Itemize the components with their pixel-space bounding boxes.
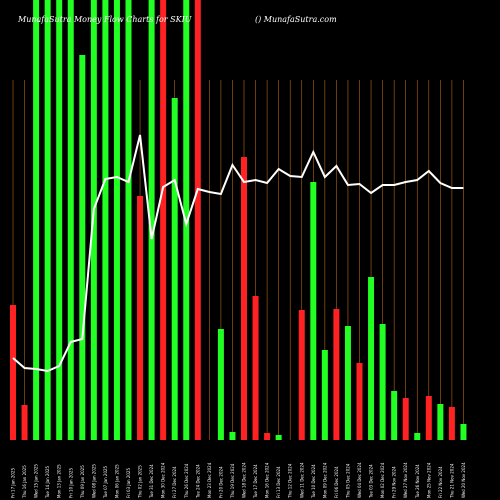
volume-bar — [67, 0, 74, 440]
volume-bar — [448, 407, 455, 440]
volume-bar — [21, 405, 28, 440]
money-flow-line — [12, 134, 464, 373]
volume-bar — [44, 0, 51, 440]
x-tick-label: Thu 12 Dec 2024 — [288, 463, 293, 499]
x-tick-label: Fri 13 Dec 2024 — [276, 466, 281, 498]
x-tick-label: Mon 06 Jan 2025 — [114, 464, 119, 498]
volume-bar — [379, 324, 386, 440]
x-tick-label: Tue 03 Dec 2024 — [369, 464, 374, 499]
x-tick-label: Thu 16 Jan 2025 — [22, 465, 27, 499]
x-tick-label: Fri 27 Dec 2024 — [172, 466, 177, 498]
volume-bar — [217, 329, 224, 440]
chart-watermark: () MunafaSutra.com — [255, 15, 337, 24]
volume-bar — [79, 55, 86, 440]
x-tick-label: Tue 24 Dec 2024 — [195, 464, 200, 499]
x-tick-label: Tue 07 Jan 2025 — [103, 465, 108, 499]
volume-bar — [402, 398, 409, 440]
x-tick-label: Fri 10 Jan 2025 — [68, 468, 73, 498]
x-tick-label: Mon 23 Dec 2024 — [207, 462, 212, 498]
volume-bar — [183, 0, 190, 440]
x-tick-label: Tue 14 Jan 2025 — [45, 465, 50, 499]
x-tick-label: Mon 13 Jan 2025 — [57, 464, 62, 498]
x-tick-label: Fri 03 Jan 2025 — [126, 468, 131, 498]
volume-bar — [344, 326, 351, 440]
x-tick-label: Fri 06 Dec 2024 — [334, 466, 339, 498]
volume-bar — [56, 0, 63, 440]
x-tick-label: Wed 15 Jan 2025 — [34, 464, 39, 498]
x-tick-label: Wed 27 Nov 2024 — [403, 462, 408, 498]
volume-bar — [275, 435, 282, 440]
volume-bar — [160, 0, 167, 440]
volume-bar — [321, 350, 328, 440]
volume-bar — [125, 0, 132, 440]
volume-bar — [437, 404, 444, 440]
x-tick-label: Wed 11 Dec 2024 — [299, 462, 304, 498]
volume-bar — [10, 305, 16, 440]
x-tick-label: Wed 08 Jan 2025 — [91, 464, 96, 498]
x-tick-label: Thu 19 Dec 2024 — [230, 463, 235, 499]
volume-bar — [310, 182, 317, 440]
volume-bar — [113, 0, 120, 440]
x-tick-label: Tue 31 Dec 2024 — [149, 464, 154, 499]
x-tick-label: Mon 09 Dec 2024 — [322, 462, 327, 498]
x-tick-label: Wed 18 Dec 2024 — [242, 462, 247, 498]
x-tick-label: Mon 16 Dec 2024 — [265, 462, 270, 498]
volume-bar — [171, 98, 178, 440]
x-tick-label: Fri 22 Nov 2024 — [438, 466, 443, 498]
volume-bar — [252, 296, 259, 440]
volume-bar — [425, 396, 432, 440]
x-tick-label: Thu 26 Dec 2024 — [184, 463, 189, 499]
volume-bar — [356, 363, 363, 440]
x-tick-label: Wed 20 Nov 2024 — [461, 462, 466, 498]
volume-bar — [333, 309, 340, 440]
x-tick-label: Thu 21 Nov 2024 — [449, 463, 454, 499]
x-tick-label: Tue 26 Nov 2024 — [415, 464, 420, 499]
x-tick-label: Fri 20 Dec 2024 — [218, 466, 223, 498]
x-tick-label: Mon 02 Dec 2024 — [380, 462, 385, 498]
x-tick-label: Fri 17 Jan 2025 — [11, 468, 16, 498]
x-tick-label: Tue 10 Dec 2024 — [311, 464, 316, 499]
volume-bar — [391, 391, 398, 440]
chart-title: MunafaSutra Money Flow Charts for SKIU — [17, 15, 192, 24]
x-axis-tick-labels: Fri 17 Jan 2025 Thu 16 Jan 2025 Wed 15 Jan… — [11, 462, 466, 499]
x-tick-label: Thu 05 Dec 2024 — [345, 463, 350, 499]
volume-bars — [10, 0, 467, 440]
x-tick-label: Thu 02 Jan 2025 — [138, 465, 143, 499]
x-tick-label: Thu 09 Jan 2025 — [80, 465, 85, 499]
volume-bar — [368, 277, 375, 440]
x-tick-label: Tue 17 Dec 2024 — [253, 464, 258, 499]
volume-bar — [229, 432, 236, 440]
volume-bar — [148, 0, 155, 440]
x-tick-label: Fri 29 Nov 2024 — [392, 466, 397, 498]
volume-bar — [102, 0, 109, 440]
x-tick-label: Wed 04 Dec 2024 — [357, 462, 362, 498]
volume-bar — [264, 433, 271, 440]
volume-bar — [414, 433, 421, 440]
volume-bar — [194, 0, 201, 440]
volume-bar — [241, 157, 247, 440]
volume-bar — [460, 424, 467, 440]
volume-bar — [298, 310, 305, 440]
volume-bar — [33, 0, 40, 440]
volume-bar — [137, 196, 144, 440]
x-tick-label: Mon 25 Nov 2024 — [426, 462, 431, 498]
x-tick-label: Mon 30 Dec 2024 — [161, 462, 166, 498]
